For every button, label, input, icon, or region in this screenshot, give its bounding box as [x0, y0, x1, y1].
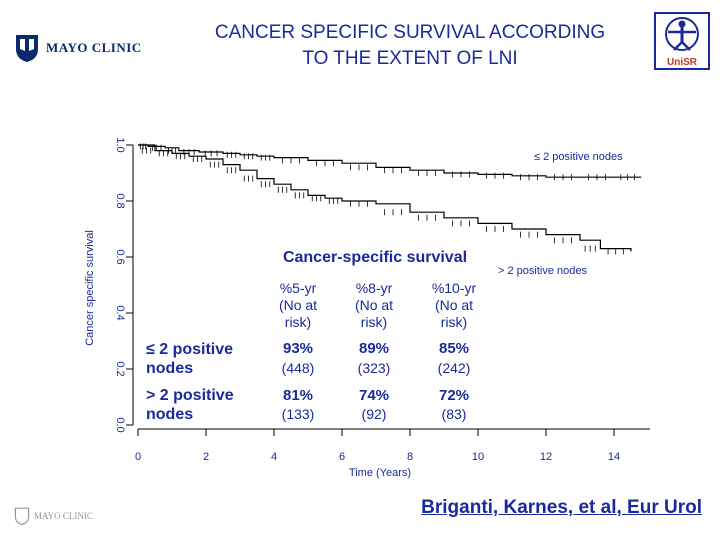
mayo-clinic-logo: MAYO CLINIC	[14, 28, 146, 68]
table-title: Cancer-specific survival	[283, 249, 467, 266]
table-header-10yr: %10-yr (No at risk)	[432, 280, 477, 330]
y-axis-label: Cancer specific survival	[84, 230, 96, 346]
row-le2-8yr-count: (323)	[358, 360, 391, 376]
header-5yr-line3: risk)	[285, 314, 311, 330]
y-tick-label: 0.0	[114, 417, 126, 432]
row-gt2-label-line1: > 2 positive	[146, 387, 234, 404]
survival-curves	[138, 143, 642, 255]
row-le2-10yr-count: (242)	[438, 360, 471, 376]
curve-gt2-positive-nodes	[138, 144, 632, 252]
row-le2-label-line2: nodes	[146, 360, 193, 377]
row-gt2-10yr-count: (83)	[442, 406, 467, 422]
x-tick-label: 14	[608, 451, 620, 463]
x-ticks: 0 2 4 6 8 10 12 14	[135, 429, 620, 463]
x-tick-label: 10	[472, 451, 484, 463]
y-tick-label: 1.0	[114, 137, 126, 152]
unisr-logo: UniSR	[654, 12, 710, 70]
header-8yr-line3: risk)	[361, 314, 387, 330]
y-tick-label: 0.8	[114, 193, 126, 208]
unisr-logo-text: UniSR	[667, 57, 698, 68]
x-tick-label: 4	[271, 451, 277, 463]
table-row-le2: ≤ 2 positive nodes 93% (448) 89% (323) 8…	[146, 340, 470, 377]
survival-table: Cancer-specific survival %5-yr (No at ri…	[138, 236, 496, 428]
y-tick-label: 0.2	[114, 361, 126, 376]
row-le2-label-line1: ≤ 2 positive	[146, 341, 233, 358]
series-label-gt2: > 2 positive nodes	[498, 265, 587, 277]
title-line-2: TO THE EXTENT OF LNI	[302, 48, 518, 69]
x-tick-label: 0	[135, 451, 141, 463]
y-ticks: 0.0 0.2 0.4 0.6 0.8 1.0	[114, 137, 133, 433]
row-gt2-8yr-percent: 74%	[359, 387, 389, 404]
row-le2-5yr-percent: 93%	[283, 340, 313, 357]
header-10yr-line1: %10-yr	[432, 280, 477, 296]
x-tick-label: 12	[540, 451, 552, 463]
slide-title: CANCER SPECIFIC SURVIVAL ACCORDING TO TH…	[160, 20, 660, 72]
table-header-5yr: %5-yr (No at risk)	[279, 280, 317, 330]
header-5yr-line2: (No at	[279, 297, 317, 313]
table-row-gt2: > 2 positive nodes 81% (133) 74% (92) 72…	[146, 387, 469, 423]
table-header-8yr: %8-yr (No at risk)	[355, 280, 393, 330]
footer-logo-text: MAYO CLINIC	[34, 511, 93, 521]
series-label-le2: ≤ 2 positive nodes	[534, 151, 623, 163]
row-le2-8yr-percent: 89%	[359, 340, 389, 357]
mayo-shield-icon	[16, 35, 38, 62]
header-10yr-line3: risk)	[441, 314, 467, 330]
y-tick-label: 0.4	[114, 305, 126, 320]
y-tick-label: 0.6	[114, 249, 126, 264]
row-gt2-10yr-percent: 72%	[439, 387, 469, 404]
title-line-1: CANCER SPECIFIC SURVIVAL ACCORDING	[214, 22, 606, 43]
row-gt2-5yr-count: (133)	[282, 406, 315, 422]
footer-shield-icon	[14, 507, 30, 525]
citation[interactable]: Briganti, Karnes, et al, Eur Urol	[421, 497, 702, 518]
row-gt2-5yr-percent: 81%	[283, 387, 313, 404]
x-axis-label: Time (Years)	[349, 467, 411, 479]
header-10yr-line2: (No at	[435, 297, 473, 313]
curve-le2-positive-nodes	[138, 144, 642, 178]
row-gt2-label-line2: nodes	[146, 406, 193, 423]
header-8yr-line1: %8-yr	[356, 280, 393, 296]
survival-table-panel	[138, 236, 496, 428]
header-5yr-line1: %5-yr	[280, 280, 317, 296]
row-le2-10yr-percent: 85%	[439, 340, 469, 357]
x-tick-label: 8	[407, 451, 413, 463]
row-le2-5yr-count: (448)	[282, 360, 315, 376]
x-tick-label: 6	[339, 451, 345, 463]
footer-mayo-logo: MAYO CLINIC	[14, 505, 104, 527]
x-tick-label: 2	[203, 451, 209, 463]
header-8yr-line2: (No at	[355, 297, 393, 313]
row-gt2-8yr-count: (92)	[362, 406, 387, 422]
axes	[132, 145, 650, 430]
mayo-logo-text: MAYO CLINIC	[46, 40, 142, 55]
